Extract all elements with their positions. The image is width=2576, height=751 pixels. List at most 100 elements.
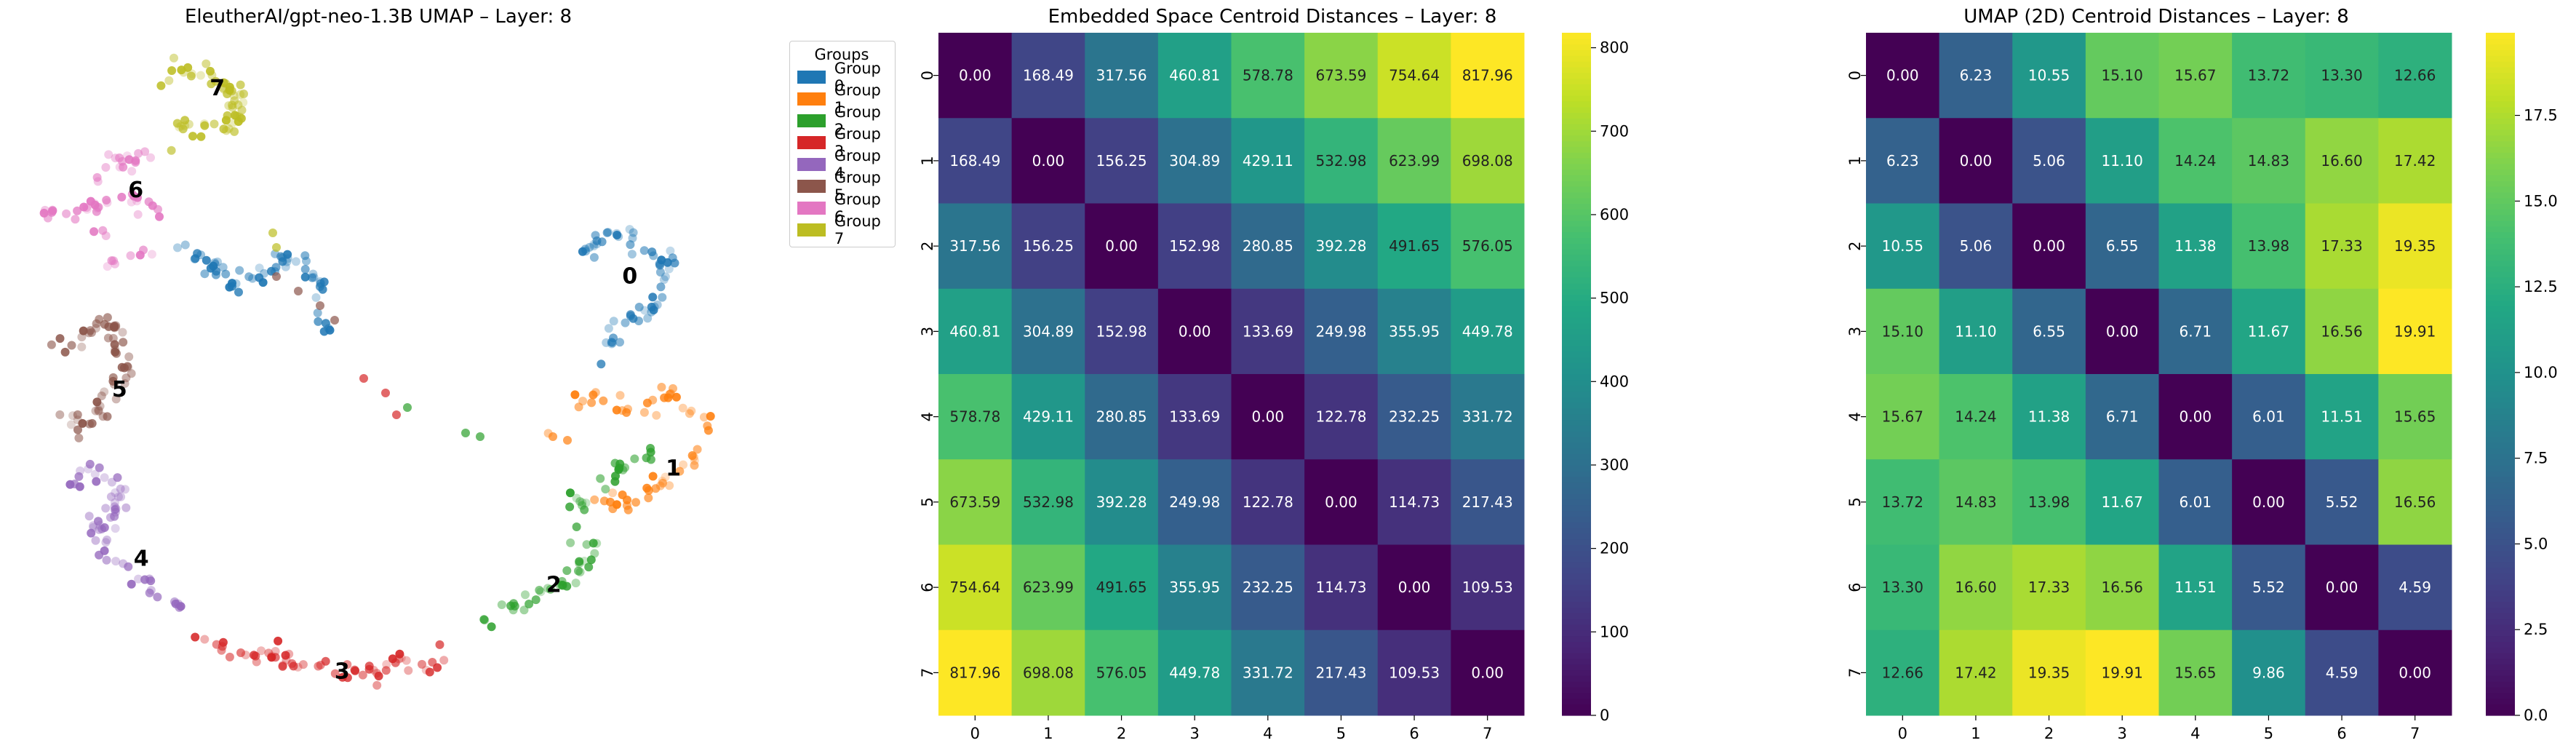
scatter-point bbox=[100, 473, 109, 482]
embedded-heatmap-cell bbox=[1157, 203, 1232, 290]
scatter-point bbox=[656, 282, 666, 292]
umap-heatmap-cell-value: 11.38 bbox=[2028, 408, 2070, 426]
scatter-point bbox=[60, 347, 70, 357]
umap-heatmap-x-tick-label: 7 bbox=[2410, 725, 2420, 742]
embedded-heatmap-colorbar-segment bbox=[1562, 140, 1591, 147]
scatter-point bbox=[574, 566, 583, 576]
embedded-heatmap-colorbar-segment bbox=[1562, 641, 1591, 648]
embedded-heatmap-colorbar-segment bbox=[1562, 675, 1591, 682]
scatter-point bbox=[39, 208, 49, 218]
umap-heatmap-cell bbox=[2305, 629, 2379, 716]
umap-heatmap-y-tick-label: 1 bbox=[1846, 156, 1864, 165]
embedded-heatmap-colorbar-segment bbox=[1562, 653, 1591, 659]
embedded-heatmap-cell-value: 133.69 bbox=[1243, 322, 1293, 340]
scatter-point bbox=[121, 373, 131, 383]
scatter-point bbox=[101, 231, 111, 240]
umap-distance-panel: UMAP (2D) Centroid Distances – Layer: 8 … bbox=[1822, 0, 2576, 751]
umap-heatmap-colorbar-segment bbox=[2486, 271, 2515, 278]
scatter-point bbox=[153, 204, 162, 214]
embedded-heatmap-cell bbox=[1011, 118, 1085, 204]
scatter-point bbox=[210, 119, 219, 129]
embedded-heatmap-colorbar-segment bbox=[1562, 180, 1591, 187]
scatter-point bbox=[191, 632, 200, 642]
embedded-heatmap-cell bbox=[1377, 118, 1451, 204]
scatter-point bbox=[678, 403, 687, 413]
scatter-point bbox=[669, 384, 677, 393]
scatter-point bbox=[591, 231, 600, 240]
scatter-point bbox=[601, 485, 610, 494]
umap-heatmap-colorbar-segment bbox=[2486, 368, 2515, 375]
scatter-point bbox=[521, 590, 530, 600]
scatter-point bbox=[172, 119, 182, 128]
embedded-heatmap-cell bbox=[1011, 544, 1085, 631]
scatter-point bbox=[647, 247, 657, 257]
umap-heatmap-cell-value: 6.23 bbox=[1960, 67, 1993, 84]
umap-heatmap-colorbar-segment bbox=[2486, 55, 2515, 62]
cluster-label: 1 bbox=[666, 456, 681, 481]
scatter-point bbox=[589, 390, 598, 400]
scatter-point bbox=[330, 669, 340, 678]
scatter-point bbox=[103, 333, 113, 343]
umap-heatmap-colorbar-segment bbox=[2486, 510, 2515, 517]
embedded-heatmap-cell bbox=[1304, 118, 1379, 204]
scatter-point bbox=[95, 525, 104, 534]
umap-heatmap-cell bbox=[1866, 203, 1940, 290]
scatter-point bbox=[103, 412, 112, 421]
scatter-point bbox=[257, 646, 266, 656]
umap-heatmap-cell-value: 17.33 bbox=[2028, 579, 2070, 596]
embedded-heatmap-cell-value: 673.59 bbox=[1315, 67, 1366, 84]
umap-heatmap-cell-value: 11.51 bbox=[2174, 579, 2216, 596]
embedded-heatmap-cell bbox=[1085, 118, 1159, 204]
umap-heatmap-cell-value: 13.30 bbox=[1882, 579, 1923, 596]
embedded-heatmap-colorbar-segment bbox=[1562, 402, 1591, 409]
embedded-heatmap-colorbar-segment bbox=[1562, 413, 1591, 421]
scatter-point bbox=[626, 240, 635, 250]
umap-heatmap-colorbar-segment bbox=[2486, 658, 2515, 665]
scatter-point bbox=[200, 635, 210, 644]
embedded-heatmap-colorbar-segment bbox=[1562, 129, 1591, 136]
umap-heatmap-cell-value: 16.60 bbox=[1955, 579, 1996, 596]
scatter-point bbox=[103, 535, 111, 544]
scatter-point bbox=[91, 536, 100, 545]
umap-heatmap-cell-value: 13.98 bbox=[2028, 493, 2070, 511]
scatter-point bbox=[566, 538, 575, 547]
umap-heatmap-colorbar-tick-label: 7.5 bbox=[2524, 450, 2548, 467]
embedded-heatmap-colorbar-tick-label: 800 bbox=[1600, 39, 1629, 57]
embedded-heatmap-colorbar-segment bbox=[1562, 601, 1591, 608]
umap-heatmap-colorbar-segment bbox=[2486, 362, 2515, 369]
embedded-heatmap-cell-value: 355.95 bbox=[1169, 579, 1220, 596]
embedded-heatmap-colorbar-segment bbox=[1562, 459, 1591, 466]
embedded-heatmap-colorbar-segment bbox=[1562, 544, 1591, 551]
embedded-heatmap-colorbar-segment bbox=[1562, 100, 1591, 108]
umap-heatmap-colorbar-segment bbox=[2486, 334, 2515, 341]
umap-heatmap-colorbar-segment bbox=[2486, 345, 2515, 352]
scatter-point bbox=[565, 488, 575, 498]
umap-heatmap-cell-value: 6.55 bbox=[2106, 237, 2139, 255]
scatter-point bbox=[506, 601, 516, 611]
embedded-heatmap-cell-value: 133.69 bbox=[1169, 408, 1220, 426]
umap-heatmap-colorbar-segment bbox=[2486, 385, 2515, 392]
embedded-heatmap-cell-value: 317.56 bbox=[949, 237, 1000, 255]
umap-heatmap-colorbar-segment bbox=[2486, 357, 2515, 363]
embedded-heatmap-colorbar-segment bbox=[1562, 288, 1591, 295]
embedded-heatmap-colorbar-segment bbox=[1562, 442, 1591, 449]
umap-heatmap-cell-value: 11.67 bbox=[2248, 322, 2289, 340]
scatter-point bbox=[608, 488, 618, 498]
scatter-point bbox=[531, 595, 541, 605]
embedded-heatmap-cell-value: 817.96 bbox=[1462, 67, 1513, 84]
scatter-point bbox=[95, 463, 104, 472]
scatter-point bbox=[587, 398, 597, 408]
legend-label: Group 6 bbox=[834, 191, 881, 226]
scatter-point bbox=[476, 432, 485, 441]
scatter-point bbox=[646, 448, 655, 457]
umap-heatmap-colorbar-segment bbox=[2486, 607, 2515, 613]
embedded-heatmap-cell bbox=[1377, 629, 1451, 716]
umap-heatmap-cell bbox=[2305, 544, 2379, 631]
umap-heatmap-colorbar-segment bbox=[2486, 675, 2515, 682]
scatter-point bbox=[147, 250, 156, 259]
scatter-point bbox=[572, 493, 581, 503]
scatter-point bbox=[227, 87, 236, 95]
scatter-point bbox=[589, 239, 599, 249]
scatter-point bbox=[84, 464, 93, 474]
embedded-heatmap-cell-value: 576.05 bbox=[1462, 237, 1513, 255]
